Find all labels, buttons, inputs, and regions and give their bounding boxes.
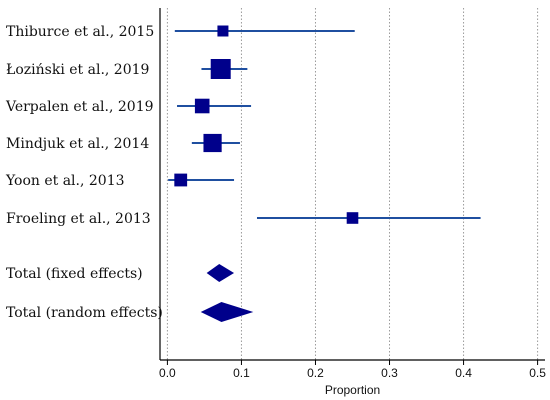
study-estimate-marker xyxy=(346,212,359,224)
summary-label: Total (random effects) xyxy=(6,305,163,321)
study-label: Froeling et al., 2013 xyxy=(6,211,151,227)
x-tick-label: 0.1 xyxy=(233,366,250,380)
study-label: Mindjuk et al., 2014 xyxy=(6,136,149,152)
x-axis-title: Proportion xyxy=(325,383,380,397)
study-estimate-marker xyxy=(210,59,231,79)
x-tick-label: 0.4 xyxy=(455,366,472,380)
forest-marks xyxy=(168,25,481,322)
summary-label: Total (fixed effects) xyxy=(6,266,143,282)
x-axis: Proportion 0.0 0.1 0.2 0.3 0.4 0.5 xyxy=(159,8,546,397)
study-label: Verpalen et al., 2019 xyxy=(5,99,154,115)
x-tick-label: 0.3 xyxy=(381,366,398,380)
study-estimate-marker xyxy=(174,173,188,187)
study-label: Łoziński et al., 2019 xyxy=(6,62,149,78)
study-label: Thiburce et al., 2015 xyxy=(6,24,154,40)
x-tick-label: 0.0 xyxy=(159,366,176,380)
study-estimate-marker xyxy=(203,133,222,153)
x-tick-label: 0.2 xyxy=(307,366,324,380)
summary-diamond xyxy=(200,302,254,322)
summary-diamond xyxy=(206,264,235,282)
study-labels: Thiburce et al., 2015 Łoziński et al., 20… xyxy=(5,24,163,321)
study-label: Yoon et al., 2013 xyxy=(5,173,125,189)
x-tick-label: 0.5 xyxy=(529,366,546,380)
study-estimate-marker xyxy=(194,98,210,114)
gridlines xyxy=(166,8,539,360)
study-estimate-marker xyxy=(217,25,229,37)
